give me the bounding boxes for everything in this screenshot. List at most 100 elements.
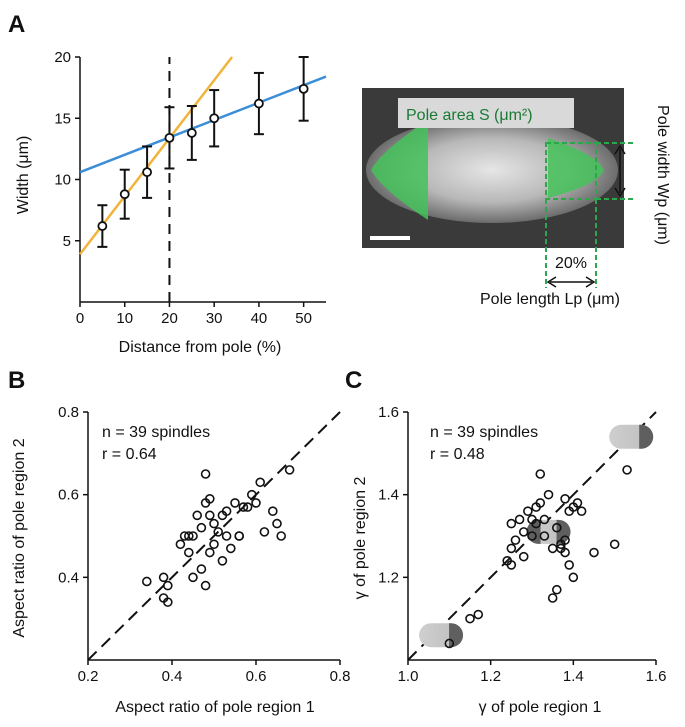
- y-axis-label: Width (μm): [15, 136, 32, 215]
- pole-area-right: [548, 138, 604, 198]
- data-point: [473, 609, 484, 620]
- data-point: [284, 465, 295, 475]
- x-tick-label: 10: [116, 310, 133, 327]
- data-point: [547, 593, 558, 603]
- data-point: [267, 506, 278, 517]
- x-tick-label: 20: [161, 310, 178, 327]
- data-point: [217, 555, 228, 566]
- data-point: [506, 543, 517, 554]
- y-tick-label: 10: [54, 172, 71, 189]
- y-tick-label: 1.4: [378, 487, 399, 504]
- spindle-shape-icon: [419, 623, 464, 648]
- data-point: [272, 518, 282, 529]
- data-point: [205, 510, 215, 521]
- data-point: [568, 572, 579, 583]
- data-point: [444, 638, 455, 649]
- x-axis-label: γ of pole region 1: [479, 699, 602, 716]
- n-annotation: n = 39 spindles: [430, 424, 538, 441]
- panel-letter-c: C: [345, 367, 362, 394]
- data-point: [221, 531, 232, 541]
- data-point: [188, 572, 198, 583]
- gamma-chart: 1.0 1.2 1.4 1.6 1.2 1.4 1.6 n = 39 spindles r …: [352, 404, 666, 716]
- data-point: [97, 221, 108, 231]
- y-tick-label: 15: [54, 110, 71, 127]
- data-point: [609, 539, 620, 550]
- x-tick-label: 0.8: [330, 668, 351, 685]
- r-annotation: r = 0.64: [102, 446, 157, 463]
- data-point: [163, 597, 173, 607]
- shape-dark-end: [449, 623, 464, 648]
- pole-width-arrowhead-bottom: [614, 187, 626, 198]
- pole-length-arrowhead-right: [585, 276, 596, 288]
- data-point: [158, 572, 169, 583]
- data-point: [200, 580, 211, 591]
- data-point: [506, 518, 517, 529]
- data-point: [242, 502, 253, 512]
- data-point: [576, 506, 587, 517]
- data-point: [518, 527, 529, 537]
- aspect-ratio-chart: 0.2 0.4 0.6 0.8 0.4 0.6 0.8 n = 39 spindles r …: [11, 404, 350, 716]
- pole-width-label: Pole width Wp (μm): [654, 105, 671, 245]
- width-vs-distance-chart: 0 10 20 30 40 50 5 10 15 20 Distance from pole (%…: [15, 49, 327, 356]
- y-axis-label: Aspect ratio of pole region 2: [11, 438, 28, 637]
- data-point: [142, 167, 152, 178]
- x-tick-label: 1.4: [563, 668, 584, 685]
- data-point: [200, 469, 211, 479]
- pole-area-label-box: [398, 98, 574, 128]
- y-tick-label: 0.8: [58, 404, 79, 421]
- data-point: [230, 498, 240, 508]
- data-point: [551, 584, 562, 595]
- spindle-shape-icon: [609, 424, 654, 449]
- panel-letter-a: A: [8, 11, 25, 38]
- data-point: [560, 493, 570, 504]
- data-point: [543, 489, 554, 500]
- panel-letter-b: B: [8, 367, 25, 394]
- pole-area-label: Pole area S (μm²): [406, 107, 533, 124]
- y-axis-label: γ of pole region 2: [352, 477, 369, 600]
- data-point: [518, 551, 529, 562]
- data-point: [221, 506, 232, 517]
- data-point: [298, 83, 309, 94]
- data-point: [560, 535, 570, 545]
- data-point: [510, 535, 521, 545]
- data-point: [209, 113, 220, 124]
- data-point: [234, 531, 244, 541]
- data-point: [184, 531, 194, 541]
- data-point: [255, 477, 266, 488]
- data-point: [560, 547, 570, 558]
- data-point: [192, 510, 202, 521]
- data-point: [209, 518, 219, 529]
- data-point: [119, 189, 130, 200]
- data-point: [205, 493, 215, 504]
- data-point: [276, 531, 287, 541]
- spindle-micrograph: Pole area S (μm²) Pole width Wp (μm) 20%…: [362, 88, 671, 308]
- data-point: [238, 502, 249, 512]
- pole-length-arrowhead-left: [546, 276, 557, 288]
- data-point: [196, 564, 207, 574]
- data-point: [254, 98, 264, 109]
- data-point: [527, 531, 537, 541]
- scale-bar: [370, 236, 410, 240]
- y-tick-label: 20: [54, 49, 71, 66]
- y-tick-label: 5: [63, 233, 71, 250]
- x-tick-label: 0: [76, 310, 84, 327]
- x-axis-label: Distance from pole (%): [119, 339, 282, 356]
- x-tick-label: 0.4: [162, 668, 183, 685]
- data-point: [209, 539, 219, 550]
- data-point: [213, 527, 223, 537]
- data-point: [589, 547, 599, 558]
- data-point: [188, 531, 198, 541]
- data-point: [531, 518, 541, 529]
- data-point: [259, 527, 270, 537]
- data-point: [514, 514, 525, 525]
- data-point: [535, 498, 546, 508]
- data-point: [564, 560, 575, 570]
- data-point: [184, 547, 194, 558]
- shape-dark-end: [639, 424, 654, 449]
- y-tick-label: 0.6: [58, 487, 79, 504]
- data-point: [164, 132, 175, 143]
- x-axis-label: Aspect ratio of pole region 1: [115, 699, 314, 716]
- data-point: [142, 576, 152, 587]
- data-point: [196, 522, 207, 533]
